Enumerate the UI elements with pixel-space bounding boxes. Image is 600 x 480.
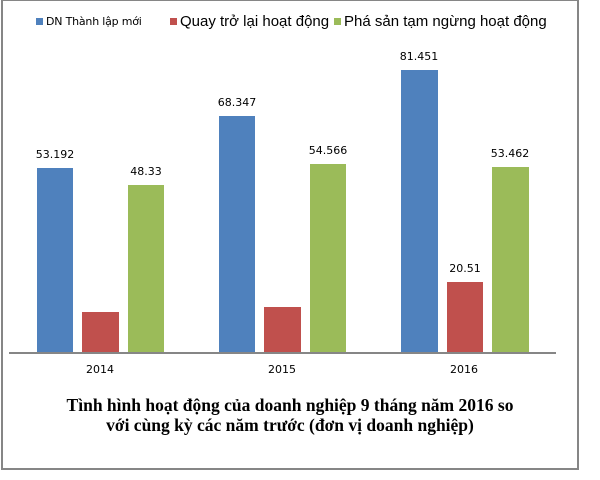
- data-label-2015-new: 68.347: [217, 96, 257, 109]
- legend-swatch-red-icon: [170, 17, 177, 25]
- x-axis-line: [9, 352, 556, 354]
- chart-frame: [1, 0, 579, 470]
- data-label-2016-suspended: 53.462: [490, 147, 530, 160]
- bar-2016-resumed-operations: [447, 282, 483, 353]
- bar-2014-suspended-bankrupt: [128, 185, 164, 353]
- bar-2016-new-businesses: [401, 70, 438, 353]
- x-tick-label-2015: 2015: [268, 363, 296, 376]
- data-label-2014-new: 53.192: [35, 148, 75, 161]
- bar-2015-new-businesses: [219, 116, 255, 353]
- legend-item-resumed-operations: Quay trở lại hoạt động: [170, 12, 329, 30]
- legend-label: Phá sản tạm ngừng hoạt động: [344, 12, 547, 30]
- data-label-2016-new: 81.451: [399, 50, 439, 63]
- legend-label: DN Thành lập mới: [46, 14, 142, 28]
- chart-title: Tình hình hoạt động của doanh nghiệp 9 t…: [66, 395, 514, 435]
- legend-label: Quay trở lại hoạt động: [180, 12, 330, 30]
- legend-item-new-businesses: DN Thành lập mới: [36, 12, 142, 30]
- bar-2015-resumed-operations: [264, 307, 301, 353]
- legend-item-suspended-bankrupt: Phá sản tạm ngừng hoạt động: [334, 12, 547, 30]
- legend-swatch-green-icon: [334, 17, 341, 25]
- data-label-2014-suspended: 48.33: [130, 165, 162, 178]
- bar-2016-suspended-bankrupt: [492, 167, 529, 353]
- legend-swatch-blue-icon: [36, 17, 43, 25]
- bar-2014-new-businesses: [37, 168, 73, 353]
- data-label-2015-suspended: 54.566: [308, 144, 348, 157]
- bar-2014-resumed-operations: [82, 312, 119, 353]
- x-tick-label-2016: 2016: [450, 363, 478, 376]
- x-tick-label-2014: 2014: [86, 363, 114, 376]
- bar-2015-suspended-bankrupt: [310, 164, 346, 353]
- data-label-2016-resumed: 20.51: [449, 262, 481, 275]
